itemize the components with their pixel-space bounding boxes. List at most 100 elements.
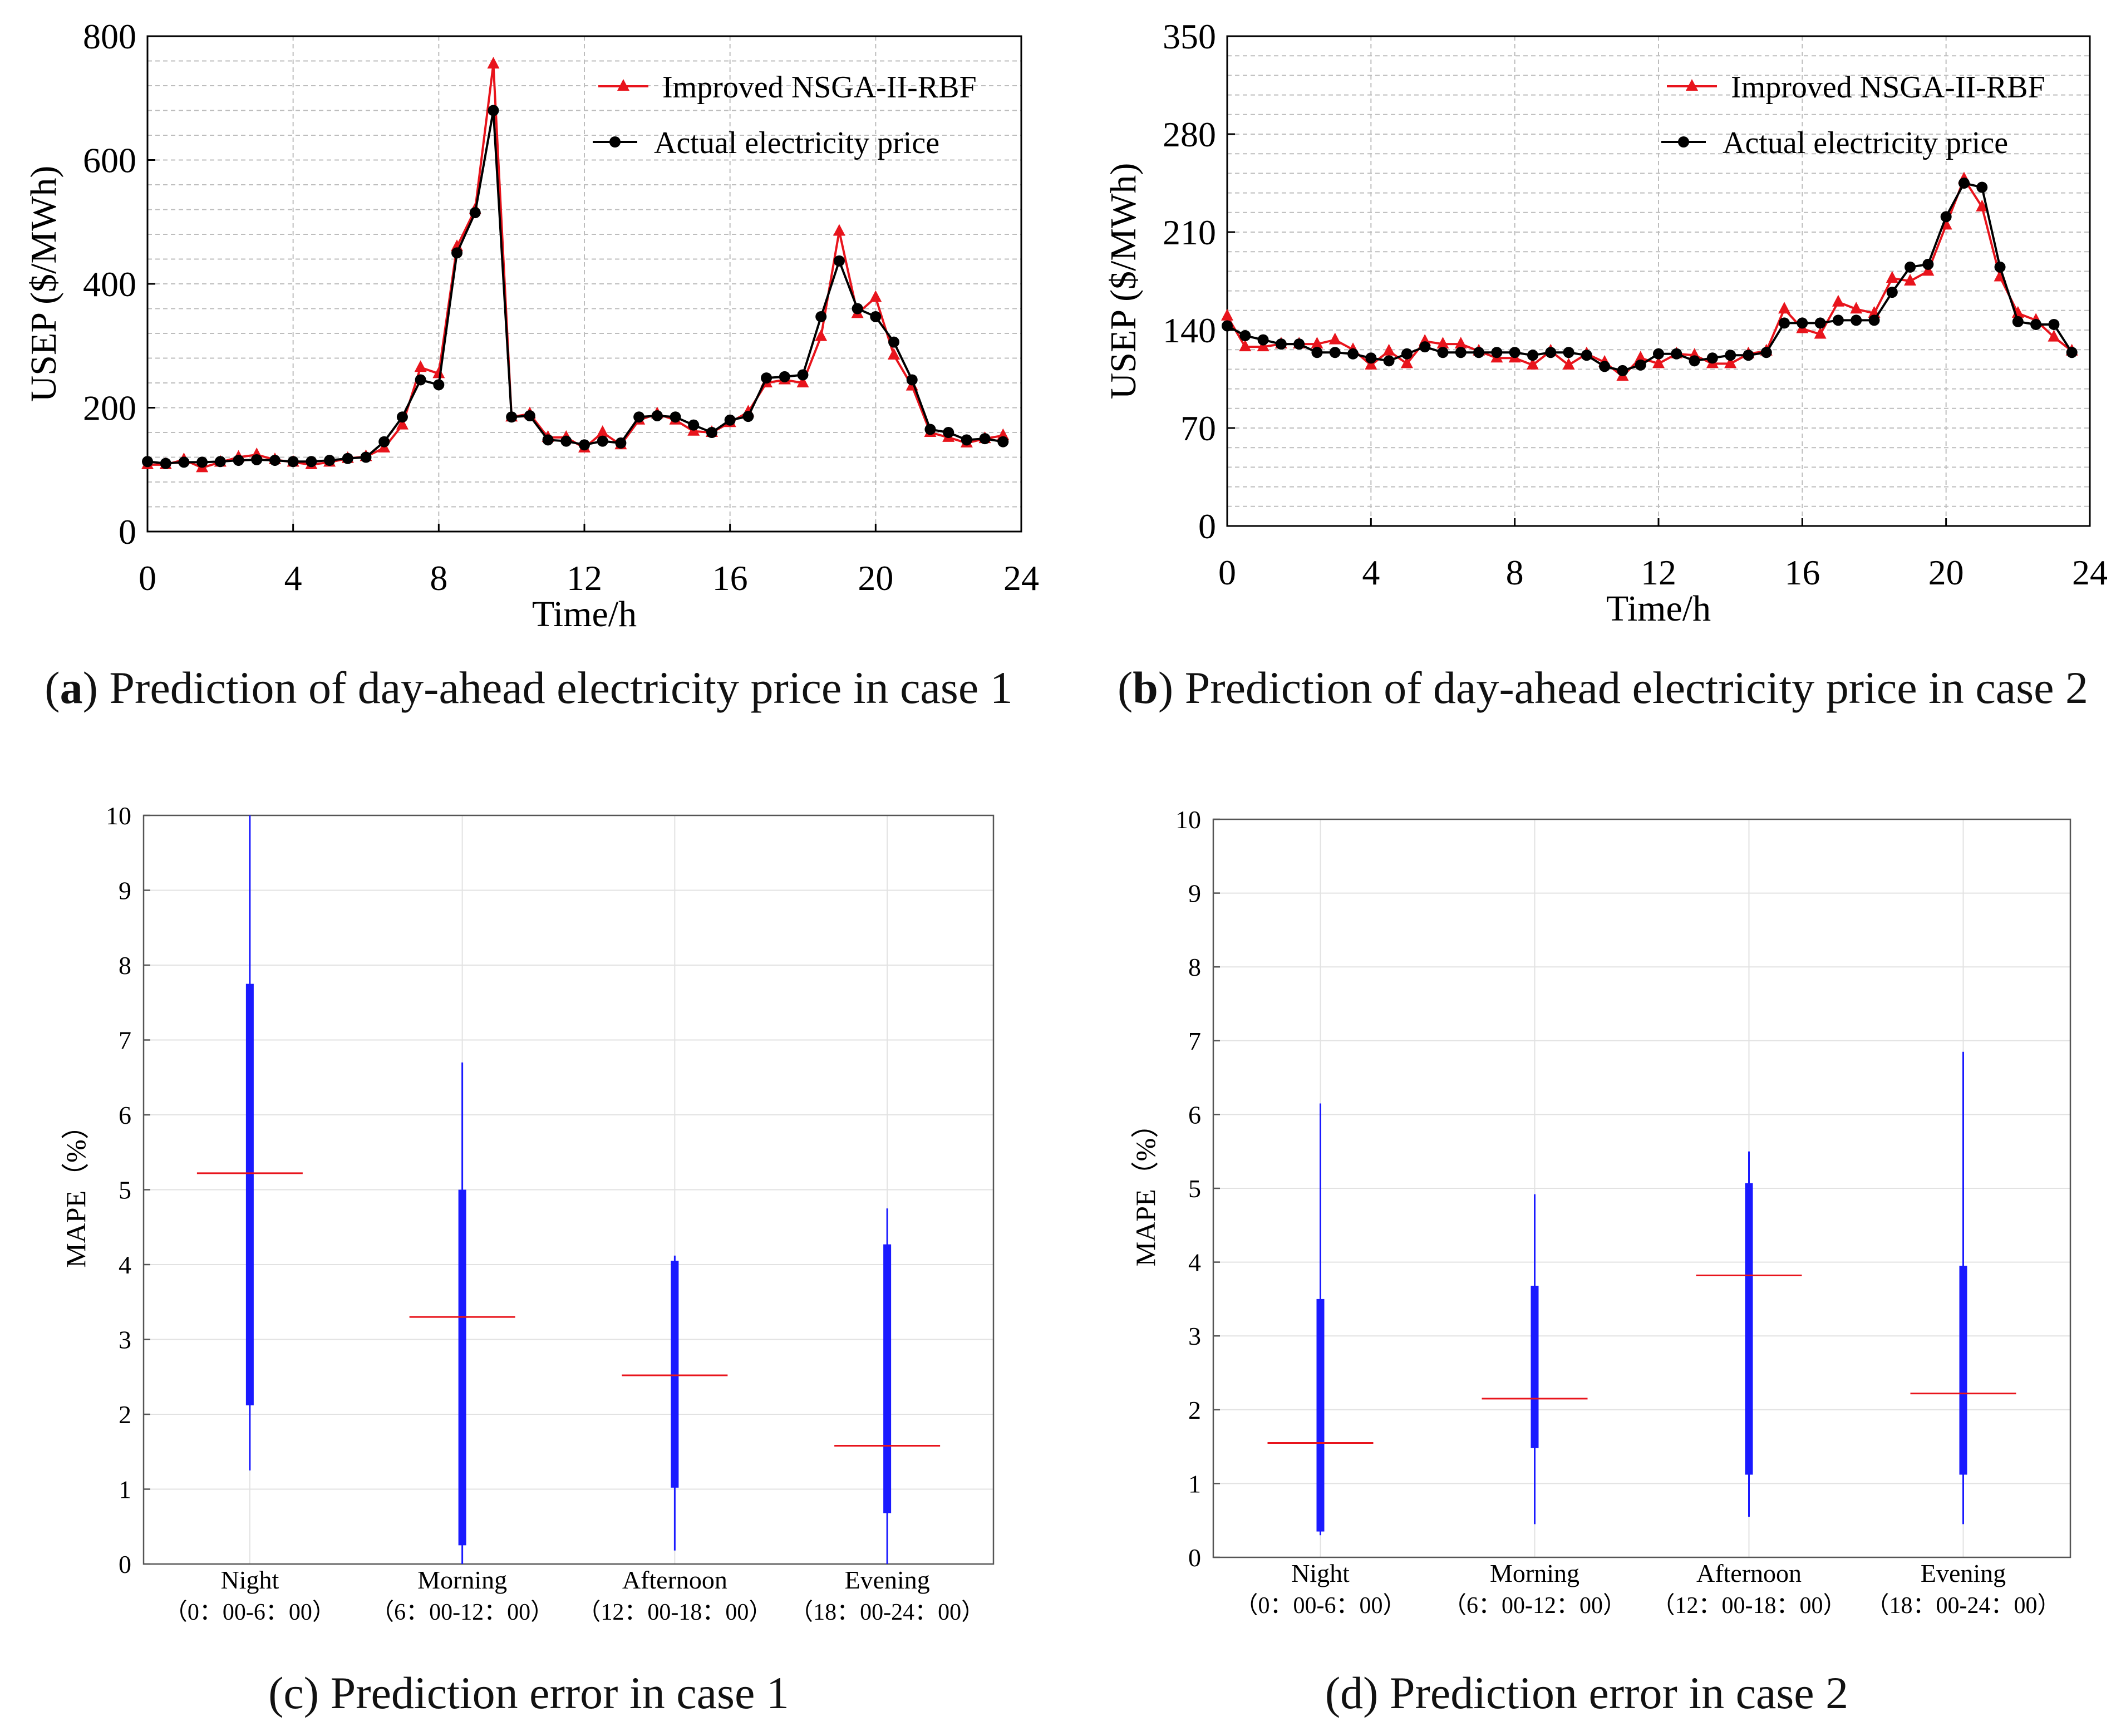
data-point [1347,348,1359,360]
data-point [1562,357,1575,370]
legend-marker-predicted [617,79,629,91]
x-category-range: （12：00-18：00） [1652,1593,1847,1619]
data-point [596,425,609,437]
data-point [1328,332,1341,345]
x-axis-label: Time/h [532,594,637,635]
data-point [1725,350,1736,361]
data-point [1382,343,1395,356]
data-point [1222,320,1233,332]
data-point [1922,264,1935,276]
x-tick-label: 24 [1003,558,1039,598]
y-tick-label: 4 [1188,1248,1201,1277]
data-point [1689,355,1700,367]
data-point [1437,347,1449,358]
data-point [1454,337,1467,349]
x-category-range: （18：00-24：00） [790,1600,985,1625]
data-point [396,411,408,423]
y-tick-label: 0 [1198,506,1216,546]
data-point [1760,347,1772,358]
y-tick-label: 600 [83,141,136,180]
data-point [651,410,663,421]
caption-d: (d) Prediction error in case 2 [1325,1668,1849,1718]
data-point [432,366,445,378]
data-point [1599,361,1611,372]
data-point [1652,356,1665,368]
data-point [342,453,353,464]
x-category-label: Morning [1490,1559,1579,1587]
data-point [1419,341,1431,353]
box-iqr [458,1189,466,1546]
y-tick-label: 4 [119,1251,131,1279]
data-point [706,427,717,438]
x-category-range: （12：00-18：00） [577,1600,772,1625]
y-tick-label: 210 [1163,213,1216,252]
data-point [1634,351,1647,363]
data-point [1563,347,1574,358]
y-tick-label: 3 [119,1326,131,1354]
data-point [1868,314,1880,326]
data-point [1617,365,1628,376]
data-point [1491,347,1503,358]
x-tick-label: 8 [1506,553,1524,592]
data-point [1922,258,1934,270]
chart-c: 0 1 2 3 4 5 6 7 8 9 10 MAPE（%） Night （0：00-6：00） Morni… [60,801,995,1625]
x-tick-label: 20 [858,558,893,598]
data-point [597,435,608,447]
x-category-label: Morning [417,1566,507,1594]
box-iqr [1959,1266,1967,1475]
data-point [233,455,244,466]
data-point [2066,347,2078,358]
data-point [1436,337,1449,349]
x-category-range: （0：00-6：00） [164,1600,336,1625]
y-tick-label: 10 [106,801,131,830]
data-point [1797,317,1808,329]
data-point [196,456,208,468]
x-tick-label: 16 [1784,553,1820,592]
x-tick-label: 4 [284,558,302,598]
data-point [1886,271,1898,283]
data-point [1526,357,1539,370]
data-point [1832,294,1844,307]
data-point [833,255,845,267]
data-point [924,424,936,435]
data-point [1257,340,1269,352]
data-point [524,410,535,421]
data-point [1509,347,1520,358]
data-point [1832,314,1844,326]
y-tick-label: 7 [1188,1027,1201,1055]
panel-b: 0 4 8 12 16 20 24 0 70 140 210 280 350 Time/h USEP ($/… [1057,0,2116,668]
y-tick-label: 0 [119,1550,131,1578]
data-point [414,360,427,372]
data-point [287,456,299,468]
chart-b: 0 4 8 12 16 20 24 0 70 140 210 280 350 Time/h USEP ($/… [1103,17,2108,629]
x-axis-label: Time/h [1606,588,1711,629]
data-point [360,451,372,463]
y-axis-label: MAPE（%） [60,1112,91,1268]
data-point [943,427,954,438]
data-point [615,437,627,449]
data-point [1239,340,1252,352]
chart-d: 0 1 2 3 4 5 6 7 8 9 10 MAPE（%） Night （0：00-6：00） Morni… [1130,805,2071,1619]
y-tick-label: 6 [119,1101,131,1129]
y-tick-label: 8 [119,951,131,980]
y-tick-label: 9 [119,877,131,905]
y-tick-label: 8 [1188,953,1201,981]
data-point [1814,317,1826,329]
box-iqr [671,1261,679,1488]
y-tick-label: 9 [1188,879,1201,908]
data-point [1851,314,1862,326]
data-point [324,455,336,466]
data-point [852,303,863,314]
data-point [560,435,572,447]
data-point [888,347,900,360]
x-tick-label: 20 [1928,553,1964,592]
data-point [1455,347,1467,358]
data-point [1365,352,1377,364]
legend-label-predicted: Improved NSGA-II-RBF [662,70,977,105]
data-point [306,456,317,468]
data-point [979,433,991,445]
y-tick-label: 0 [1188,1543,1201,1572]
data-point [1850,302,1863,314]
x-category-range: （18：00-24：00） [1866,1593,2061,1619]
data-point [1814,327,1827,339]
